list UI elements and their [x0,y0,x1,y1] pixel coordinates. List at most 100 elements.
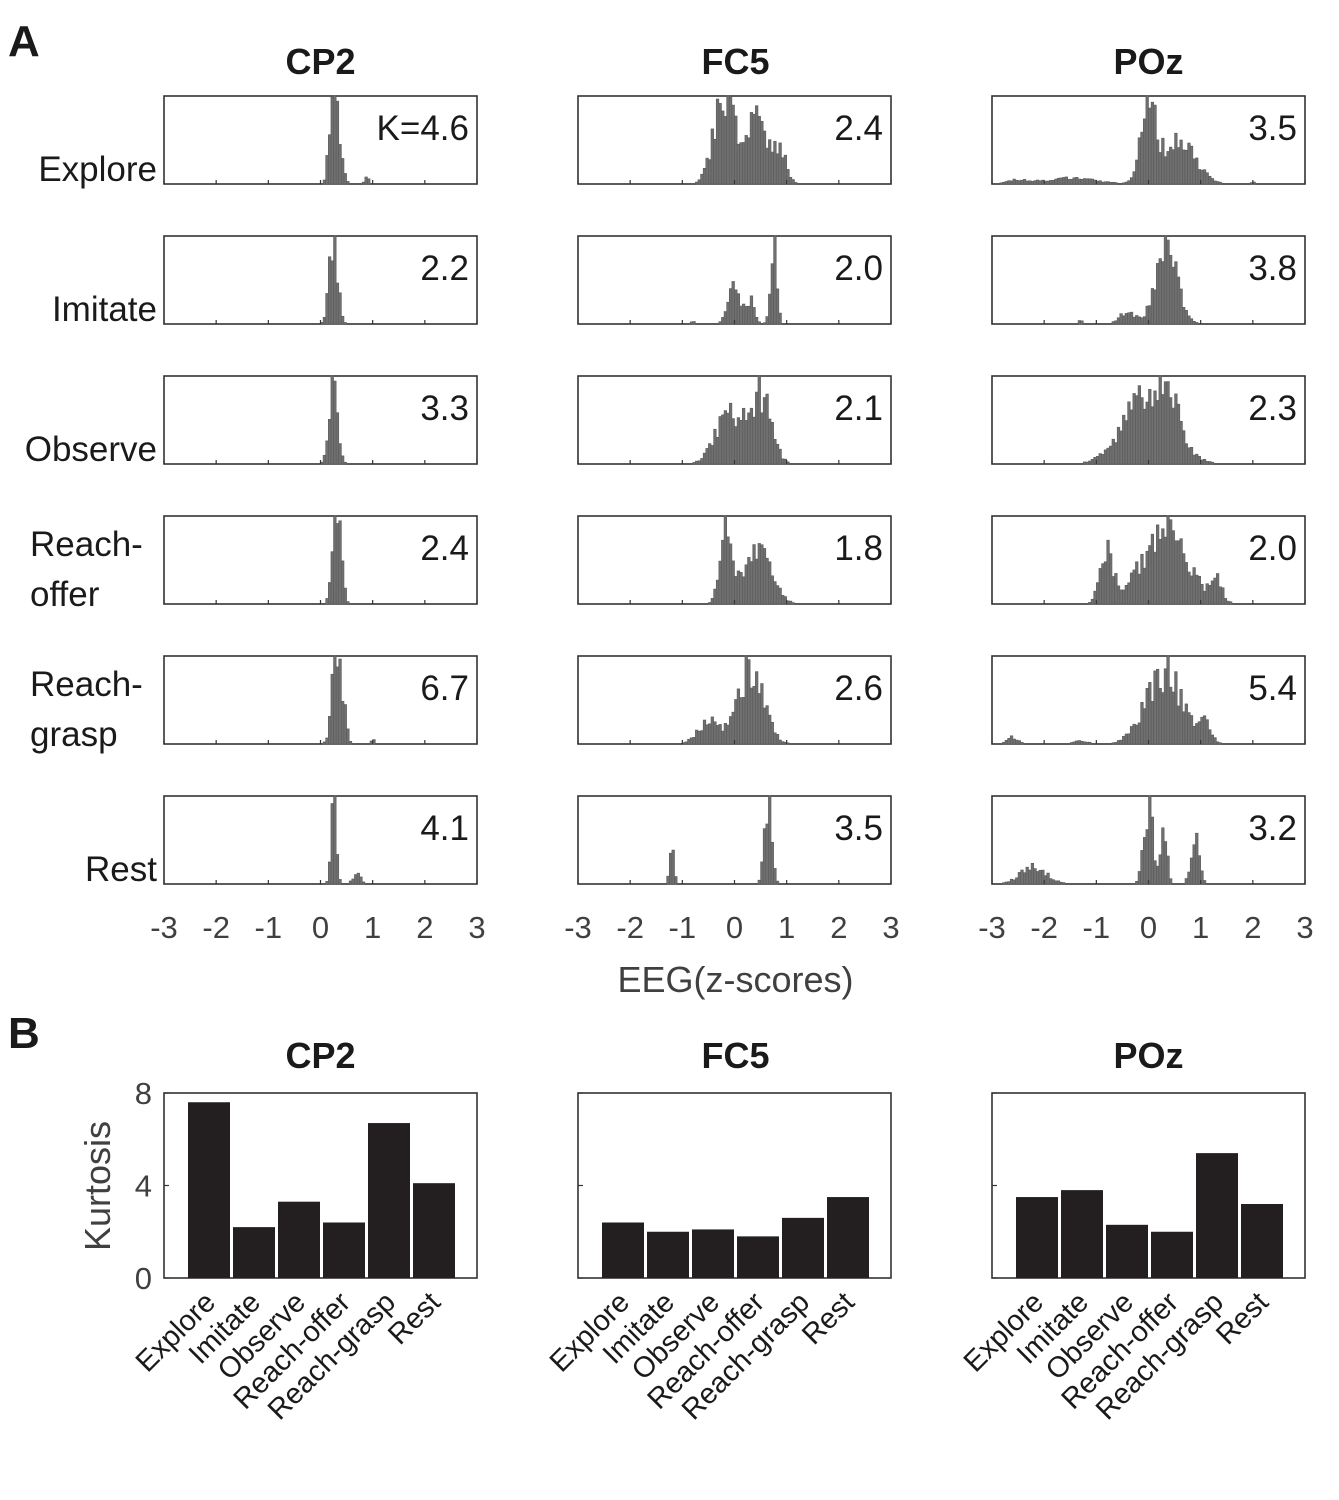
hist-bin [723,410,727,465]
hist-bin [1226,600,1230,605]
hist-bin [1116,740,1121,745]
hist-bin [348,741,353,745]
hist-bin [749,687,754,745]
hist-bin [1124,420,1128,465]
hist-bin [1122,735,1126,745]
hist-bin [1140,553,1144,605]
hist-bin [1179,139,1183,185]
hist-bin [1020,869,1024,885]
hist-bin [1161,692,1165,745]
hist-bin [1161,137,1165,185]
kurtosis-label-poz-explore: 3.5 [1248,109,1297,148]
hist-bin [1189,318,1194,325]
hist-bin [739,697,743,745]
x-tick-label-fc5: 0 [726,910,743,945]
hist-bin [338,443,342,465]
hist-bin [1075,740,1079,745]
hist-bin [1114,442,1118,465]
hist-bin [328,861,332,885]
hist-bin [1111,576,1115,605]
hist-bin [749,407,754,465]
y-tick-label: 8 [135,1076,152,1111]
hist-bin [765,316,769,325]
row-label-rest: Rest [85,850,157,889]
histogram-fc5-reach-offer: 1.8 [577,515,892,605]
hist-bin [1171,266,1175,325]
hist-bin [1137,573,1141,605]
hist-bin [1192,454,1196,465]
hist-bin [1106,181,1110,185]
hist-bin [1054,880,1058,885]
hist-bin [728,543,733,605]
hist-bin [346,181,350,185]
hist-bin [1187,571,1191,605]
hist-bin [1004,739,1008,745]
hist-bin [1129,177,1134,185]
x-tick-label-cp2: 3 [468,910,485,945]
hist-bin [1192,844,1196,885]
hist-bin [1200,870,1204,885]
hist-bin [739,305,743,325]
hist-bin [1158,375,1162,465]
hist-bin [999,182,1003,185]
hist-bin [1205,172,1209,185]
hist-bin [1213,180,1217,185]
hist-bin [1025,866,1029,885]
hist-bin [1192,567,1196,605]
hist-bin [1197,855,1201,885]
hist-bin [1187,142,1191,185]
hist-bin [770,841,774,885]
hist-bin [736,417,741,465]
hist-bin [728,288,733,325]
hist-bin [1202,590,1207,605]
hist-bin [1090,178,1095,185]
hist-bin [744,135,748,185]
hist-bin [1195,453,1199,465]
kurtosis-label-poz-reach-grasp: 5.4 [1248,669,1297,708]
hist-bin [715,579,720,605]
hist-bin [755,391,759,465]
hist-bin [1088,602,1092,605]
hist-bin [710,598,714,605]
x-axis-label: EEG(z-scores) [617,959,853,1000]
hist-bin [1208,584,1212,605]
hist-bin [1132,723,1136,745]
hist-bin [1020,179,1024,185]
hist-bin [721,539,725,605]
hist-bin [1103,449,1108,465]
hist-bin [333,95,337,185]
hist-bin [1163,235,1168,325]
hist-bin [765,557,769,605]
hist-bin [1004,181,1008,185]
hist-bin [1080,320,1084,325]
hist-bin [1163,668,1168,745]
hist-bin [1202,715,1207,745]
hist-bin [1122,182,1126,185]
hist-bin [700,730,704,745]
hist-bin [762,322,767,325]
histogram-poz-explore: 3.5 [991,95,1306,185]
hist-bin [1028,180,1032,185]
hist-bin [1127,733,1131,745]
hist-bin [765,393,769,465]
hist-bin [1007,180,1011,185]
hist-bin [775,585,780,605]
kurtosis-label-poz-reach-offer: 2.0 [1248,529,1297,568]
hist-bin [1169,519,1173,605]
hist-bin [775,734,780,745]
hist-bin [1171,530,1175,605]
hist-bin [1036,871,1040,885]
category-label-rest: Rest [796,1286,861,1351]
hist-bin [1082,461,1087,465]
bar-reach-grasp [368,1123,410,1278]
hist-bin [1166,381,1170,465]
hist-bin [335,412,340,465]
hist-bin [348,880,353,885]
hist-bin [1142,118,1147,185]
hist-bin [1210,580,1215,605]
hist-bin [335,666,340,745]
hist-bin [770,263,774,325]
hist-bin [1085,178,1089,185]
hist-bin [1080,178,1084,185]
histogram-cp2-rest: 4.1 [163,795,478,885]
